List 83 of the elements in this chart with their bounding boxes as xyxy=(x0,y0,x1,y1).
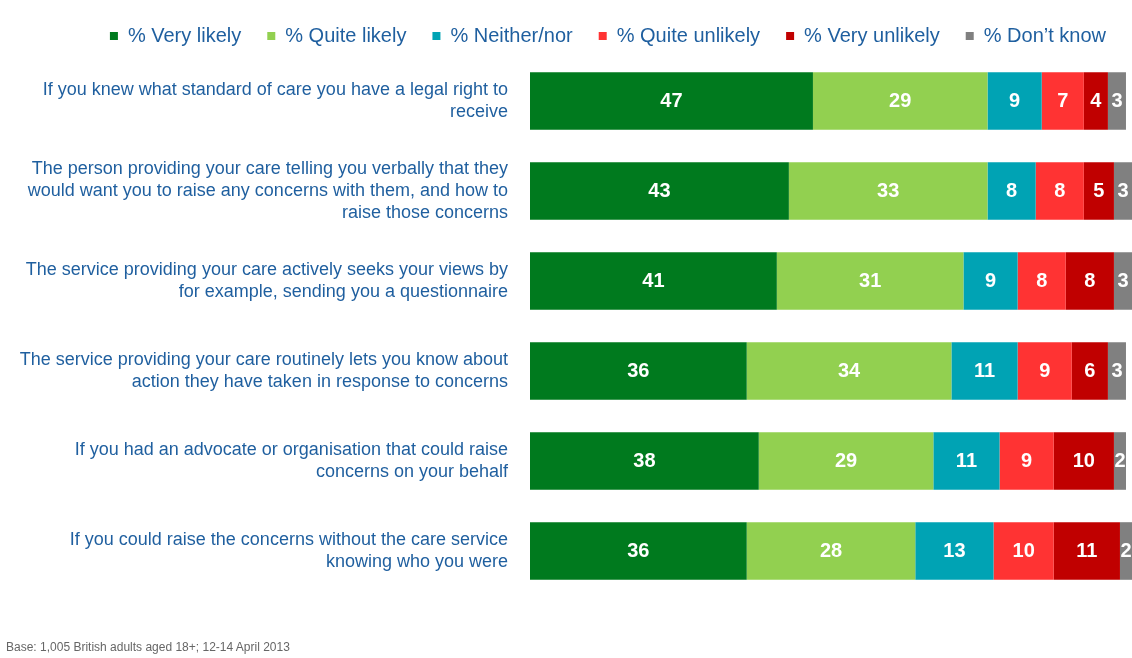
data-label: 8 xyxy=(1036,268,1048,291)
data-label: 29 xyxy=(889,88,912,111)
data-label: 8 xyxy=(1006,178,1018,201)
data-label: 13 xyxy=(943,538,966,561)
bar xyxy=(1065,252,1114,310)
bar xyxy=(1017,342,1072,400)
bar xyxy=(746,342,952,400)
data-label: 36 xyxy=(627,538,650,561)
bar xyxy=(1083,72,1108,130)
data-label: 33 xyxy=(877,178,900,201)
legend-label: % Very unlikely xyxy=(804,23,940,46)
y-tick-label: If you knew what standard of care you have a legal right to receive xyxy=(42,79,508,121)
data-label: 2 xyxy=(1120,538,1132,561)
y-tick-label: The service providing your care routinely lets you know about action they have taken in response to concerns xyxy=(19,349,508,391)
bar xyxy=(1113,162,1132,220)
data-label: 9 xyxy=(1039,358,1051,381)
bar xyxy=(530,522,747,580)
y-tick-label: The service providing your care actively seeks your views by for example, sending you a questionnaire xyxy=(25,259,508,301)
text: Base: 1,005 British adults aged 18+; 12-14 April 2013 xyxy=(6,640,290,654)
data-label: 11 xyxy=(1076,538,1098,561)
data-label: 9 xyxy=(984,268,997,291)
bar xyxy=(963,252,1018,310)
data-label: 34 xyxy=(837,358,862,381)
bar xyxy=(951,342,1018,400)
data-label: 3 xyxy=(1117,178,1129,201)
bar xyxy=(1083,162,1114,220)
data-label: 4 xyxy=(1090,88,1103,111)
y-tick-label: If you had an advocate or organisation that could raise concerns on your behalf xyxy=(74,439,509,481)
bar xyxy=(758,432,934,490)
y-tick-label: If you could raise the concerns without the care service knowing who you were xyxy=(69,529,508,571)
bar xyxy=(530,432,759,490)
data-label: 47 xyxy=(660,88,683,111)
data-label: 10 xyxy=(1072,448,1095,471)
data-label: 28 xyxy=(819,538,843,561)
bar xyxy=(915,522,994,580)
data-label: 3 xyxy=(1111,88,1123,111)
bar xyxy=(933,432,1000,490)
bar xyxy=(1113,252,1132,310)
data-label: 5 xyxy=(1093,178,1105,201)
bar xyxy=(530,72,813,130)
bar xyxy=(1053,432,1114,490)
data-label: 10 xyxy=(1012,538,1035,561)
legend-label: % Quite likely xyxy=(285,23,407,46)
bar xyxy=(999,432,1054,490)
bar xyxy=(812,72,988,130)
data-label: 11 xyxy=(973,358,996,381)
bar xyxy=(987,162,1036,220)
data-label: 9 xyxy=(1009,88,1021,111)
bar xyxy=(1071,342,1108,400)
bar xyxy=(993,522,1054,580)
legend-label: % Neither/nor xyxy=(450,23,574,46)
bar xyxy=(746,522,916,580)
legend-label: % Very likely xyxy=(127,23,242,46)
bar xyxy=(530,162,789,220)
data-label: 41 xyxy=(642,268,665,291)
data-label: 31 xyxy=(859,268,882,291)
y-tick-label: The person providing your care telling you verbally that they would want you to raise any concerns with them, and how to raise those concerns xyxy=(26,158,508,222)
data-label: 8 xyxy=(1054,178,1066,201)
data-label: 9 xyxy=(1021,448,1033,471)
data-label: 2 xyxy=(1114,448,1126,471)
data-label: 29 xyxy=(834,448,858,471)
data-label: 8 xyxy=(1084,268,1096,291)
data-label: 6 xyxy=(1084,358,1096,381)
data-label: 38 xyxy=(633,448,656,471)
bar xyxy=(530,252,777,310)
bar xyxy=(1107,342,1126,400)
bar xyxy=(788,162,988,220)
bar xyxy=(776,252,964,310)
data-label: 43 xyxy=(648,178,671,201)
data-label: 3 xyxy=(1117,268,1129,291)
legend-label: % Don’t know xyxy=(983,23,1107,46)
bar xyxy=(987,72,1042,130)
legend-label: % Quite unlikely xyxy=(616,23,761,46)
data-label: 36 xyxy=(627,358,650,381)
data-label: 3 xyxy=(1111,358,1123,381)
data-label: 7 xyxy=(1057,88,1069,111)
bar xyxy=(1035,162,1084,220)
bar xyxy=(1053,522,1120,580)
bar xyxy=(1041,72,1084,130)
bar xyxy=(1017,252,1066,310)
data-label: 11 xyxy=(955,448,978,471)
bar xyxy=(1107,72,1126,130)
bar xyxy=(530,342,747,400)
